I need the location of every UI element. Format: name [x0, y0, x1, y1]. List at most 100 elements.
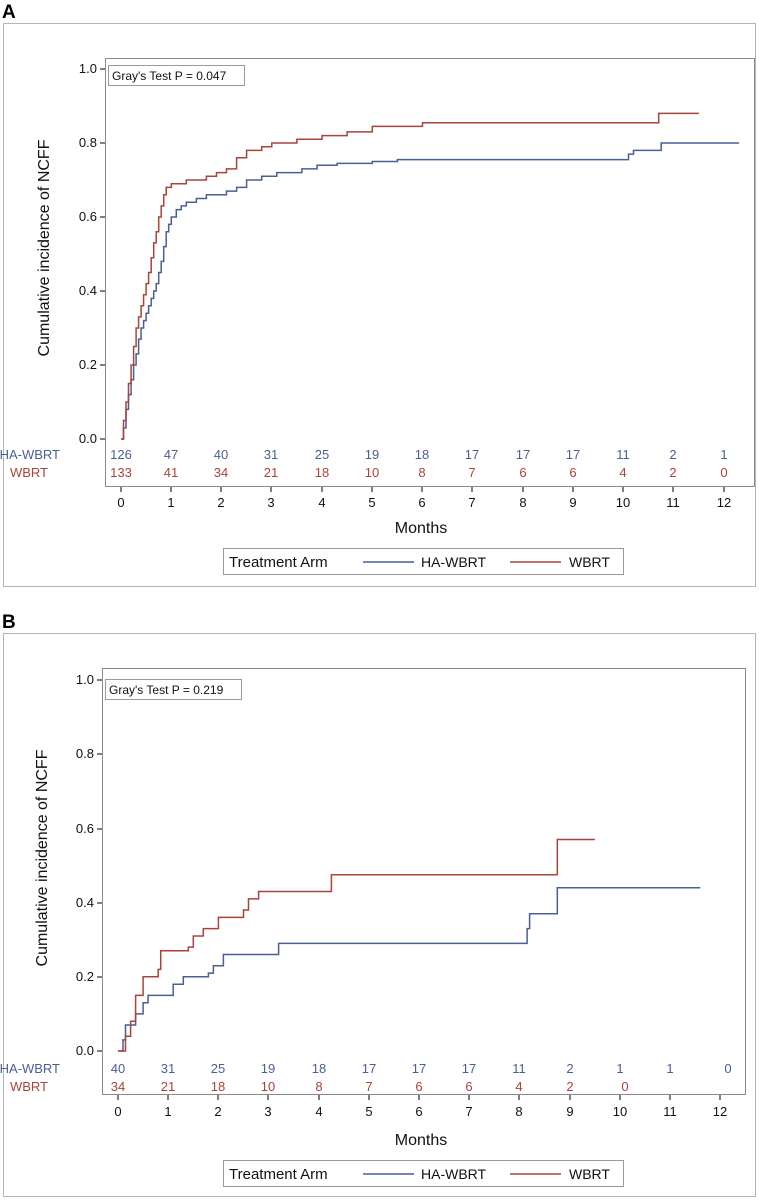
y-tick-label: 0.0 — [76, 1043, 94, 1058]
at-risk-value: 7 — [365, 1079, 372, 1094]
at-risk-value: 10 — [261, 1079, 275, 1094]
x-tick-label: 3 — [264, 1104, 271, 1119]
panel-b-x-axis: 0 1 2 3 4 5 6 7 8 9 10 11 12 Months — [114, 1095, 727, 1149]
at-risk-value: 18 — [415, 447, 429, 462]
y-tick-label: 0.2 — [79, 357, 97, 372]
at-risk-value: 4 — [515, 1079, 522, 1094]
x-tick-label: 7 — [465, 1104, 472, 1119]
x-tick-label: 0 — [117, 495, 124, 510]
x-tick-label: 6 — [418, 495, 425, 510]
at-risk-value: 4 — [619, 465, 626, 480]
at-risk-value: 17 — [362, 1061, 376, 1076]
legend-label-ha-wbrt: HA-WBRT — [421, 554, 487, 570]
grays-test-box — [108, 65, 245, 86]
grays-test-annotation: Gray's Test P = 0.219 — [109, 683, 224, 697]
series-line-ha-wbrt — [121, 142, 740, 440]
legend-title: Treatment Arm — [229, 1166, 328, 1183]
at-risk-value: 0 — [724, 1061, 731, 1076]
x-axis-title: Months — [395, 1132, 447, 1149]
x-tick-label: 12 — [717, 495, 731, 510]
x-tick-label: 7 — [468, 495, 475, 510]
at-risk-value: 25 — [211, 1061, 225, 1076]
x-tick-label: 9 — [566, 1104, 573, 1119]
at-risk-value: 11 — [616, 447, 630, 462]
legend-label-ha-wbrt: HA-WBRT — [421, 1166, 487, 1182]
at-risk-value: 17 — [412, 1061, 426, 1076]
x-tick-label: 6 — [415, 1104, 422, 1119]
y-tick-label: 0.8 — [79, 135, 97, 150]
at-risk-value: 6 — [415, 1079, 422, 1094]
x-tick-label: 10 — [616, 495, 630, 510]
at-risk-value: 18 — [315, 465, 329, 480]
at-risk-value: 18 — [211, 1079, 225, 1094]
legend-label-wbrt: WBRT — [569, 1166, 610, 1182]
at-risk-value: 17 — [566, 447, 580, 462]
x-tick-label: 9 — [569, 495, 576, 510]
panel-a-legend: Treatment Arm HA-WBRT WBRT — [223, 548, 624, 575]
at-risk-value: 19 — [365, 447, 379, 462]
series-line-ha-wbrt — [118, 887, 701, 1052]
at-risk-value: 40 — [111, 1061, 125, 1076]
at-risk-value: 0 — [621, 1079, 628, 1094]
x-tick-label: 2 — [217, 495, 224, 510]
at-risk-row-label-ha-wbrt: HA-WBRT — [0, 1061, 60, 1076]
at-risk-value: 17 — [516, 447, 530, 462]
legend-label-wbrt: WBRT — [569, 554, 610, 570]
at-risk-value: 21 — [264, 465, 278, 480]
at-risk-row-label-wbrt: WBRT — [10, 465, 48, 480]
at-risk-value: 17 — [462, 1061, 476, 1076]
at-risk-value: 6 — [569, 465, 576, 480]
x-tick-label: 4 — [315, 1104, 322, 1119]
x-tick-label: 5 — [368, 495, 375, 510]
x-axis-title: Months — [395, 520, 447, 537]
panel-b-frame — [3, 633, 756, 1197]
at-risk-value: 41 — [164, 465, 178, 480]
at-risk-value: 2 — [669, 465, 676, 480]
at-risk-value: 21 — [161, 1079, 175, 1094]
panel-b: B 0.0 0.2 0.4 0.6 0.8 1.0 Cumulative inc… — [0, 612, 756, 1197]
y-tick-label: 0.2 — [76, 969, 94, 984]
at-risk-value: 0 — [720, 465, 727, 480]
panel-a: A 0.0 0.2 0.4 0.6 0.8 1.0 Cumulative inc… — [0, 2, 756, 587]
panel-a-y-axis: 0.0 0.2 0.4 0.6 0.8 1.0 Cumulative incid… — [36, 61, 105, 446]
x-tick-label: 1 — [167, 495, 174, 510]
y-tick-label: 0.8 — [76, 746, 94, 761]
at-risk-value: 34 — [111, 1079, 125, 1094]
panel-a-x-axis: 0 1 2 3 4 5 6 7 8 9 10 11 12 Months — [117, 487, 731, 537]
at-risk-value: 126 — [110, 447, 132, 462]
y-tick-label: 0.6 — [79, 209, 97, 224]
x-tick-label: 3 — [267, 495, 274, 510]
panel-b-y-axis: 0.0 0.2 0.4 0.6 0.8 1.0 Cumulative incid… — [34, 672, 102, 1058]
at-risk-value: 34 — [214, 465, 228, 480]
at-risk-value: 11 — [512, 1061, 526, 1076]
x-tick-label: 0 — [114, 1104, 121, 1119]
x-tick-label: 2 — [214, 1104, 221, 1119]
at-risk-value: 31 — [161, 1061, 175, 1076]
grays-test-box — [105, 679, 242, 700]
series-line-wbrt — [121, 112, 699, 440]
panel-a-label: A — [2, 2, 16, 23]
at-risk-value: 7 — [468, 465, 475, 480]
x-tick-label: 8 — [519, 495, 526, 510]
x-tick-label: 11 — [663, 1104, 677, 1119]
at-risk-value: 19 — [261, 1061, 275, 1076]
at-risk-value: 31 — [264, 447, 278, 462]
y-tick-label: 1.0 — [79, 61, 97, 76]
panel-b-legend: Treatment Arm HA-WBRT WBRT — [223, 1160, 624, 1187]
x-tick-label: 1 — [164, 1104, 171, 1119]
at-risk-row-wbrt: 133 41 34 21 18 10 8 7 6 6 4 2 0 — [110, 465, 727, 480]
panel-b-label: B — [2, 612, 16, 633]
y-axis-title: Cumulative incidence of NCFF — [34, 749, 51, 966]
y-tick-label: 0.0 — [79, 431, 97, 446]
at-risk-value: 1 — [720, 447, 727, 462]
panel-b-plot-area — [102, 668, 746, 1095]
at-risk-value: 8 — [315, 1079, 322, 1094]
y-tick-label: 0.4 — [79, 283, 97, 298]
x-tick-label: 5 — [365, 1104, 372, 1119]
at-risk-value: 40 — [214, 447, 228, 462]
at-risk-value: 47 — [164, 447, 178, 462]
at-risk-value: 1 — [616, 1061, 623, 1076]
x-tick-label: 12 — [713, 1104, 727, 1119]
